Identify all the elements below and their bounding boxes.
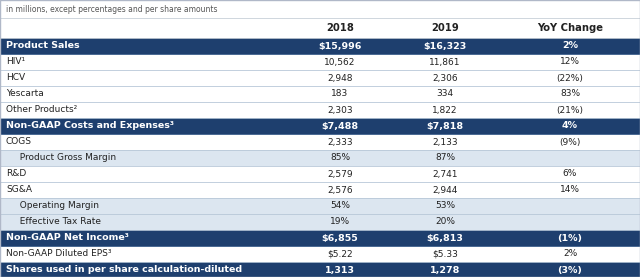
Text: 2%: 2%	[562, 42, 578, 50]
Text: 87%: 87%	[435, 153, 455, 163]
Text: $5.33: $5.33	[432, 250, 458, 258]
Text: 1,313: 1,313	[325, 265, 355, 275]
Text: 6%: 6%	[563, 170, 577, 178]
Text: $7,818: $7,818	[426, 122, 463, 130]
Text: 1,278: 1,278	[430, 265, 460, 275]
Text: 10,562: 10,562	[324, 58, 356, 66]
Text: 20%: 20%	[435, 217, 455, 227]
Text: SG&A: SG&A	[6, 186, 32, 194]
Text: 2018: 2018	[326, 23, 354, 33]
Text: YoY Change: YoY Change	[537, 23, 603, 33]
Bar	[0, 214, 640, 230]
Text: COGS: COGS	[6, 137, 32, 147]
Text: in millions, except percentages and per share amounts: in millions, except percentages and per …	[6, 4, 218, 14]
Text: 2%: 2%	[563, 250, 577, 258]
Text: (1%): (1%)	[557, 234, 582, 242]
Text: 2,948: 2,948	[327, 73, 353, 83]
Text: $5.22: $5.22	[327, 250, 353, 258]
Text: Operating Margin: Operating Margin	[14, 201, 99, 211]
Bar	[0, 86, 640, 102]
Text: Effective Tax Rate: Effective Tax Rate	[14, 217, 101, 227]
Bar	[0, 54, 640, 70]
Text: HCV: HCV	[6, 73, 25, 83]
Bar	[0, 182, 640, 198]
Text: Shares used in per share calculation-diluted: Shares used in per share calculation-dil…	[6, 265, 242, 275]
Text: $16,323: $16,323	[424, 42, 467, 50]
Text: 334: 334	[436, 89, 454, 99]
Text: Product Gross Margin: Product Gross Margin	[14, 153, 116, 163]
Text: Non-GAAP Diluted EPS³: Non-GAAP Diluted EPS³	[6, 250, 111, 258]
Text: 11,861: 11,861	[429, 58, 461, 66]
Text: (3%): (3%)	[557, 265, 582, 275]
Text: 2019: 2019	[431, 23, 459, 33]
Text: 12%: 12%	[560, 58, 580, 66]
Bar	[0, 70, 640, 86]
Text: Other Products²: Other Products²	[6, 106, 77, 114]
Text: 19%: 19%	[330, 217, 350, 227]
Text: Non-GAAP Net Income³: Non-GAAP Net Income³	[6, 234, 129, 242]
Text: 183: 183	[332, 89, 349, 99]
Text: 14%: 14%	[560, 186, 580, 194]
Text: 1,822: 1,822	[432, 106, 458, 114]
Bar	[0, 230, 640, 246]
Text: 53%: 53%	[435, 201, 455, 211]
Text: $6,813: $6,813	[427, 234, 463, 242]
Bar	[0, 246, 640, 262]
Text: 83%: 83%	[560, 89, 580, 99]
Bar	[0, 262, 640, 277]
Text: 2,306: 2,306	[432, 73, 458, 83]
Bar	[0, 118, 640, 134]
Text: HIV¹: HIV¹	[6, 58, 25, 66]
Text: 2,303: 2,303	[327, 106, 353, 114]
Text: (9%): (9%)	[559, 137, 580, 147]
Text: 2,133: 2,133	[432, 137, 458, 147]
Text: 2,579: 2,579	[327, 170, 353, 178]
Text: $6,855: $6,855	[322, 234, 358, 242]
Text: $7,488: $7,488	[321, 122, 358, 130]
Bar	[0, 166, 640, 182]
Text: 54%: 54%	[330, 201, 350, 211]
Bar	[0, 198, 640, 214]
Text: 2,741: 2,741	[432, 170, 458, 178]
Text: 2,333: 2,333	[327, 137, 353, 147]
Bar	[0, 134, 640, 150]
Bar	[0, 150, 640, 166]
Text: 85%: 85%	[330, 153, 350, 163]
Text: (21%): (21%)	[557, 106, 584, 114]
Text: Product Sales: Product Sales	[6, 42, 79, 50]
Text: Non-GAAP Costs and Expenses³: Non-GAAP Costs and Expenses³	[6, 122, 174, 130]
Text: 2,944: 2,944	[432, 186, 458, 194]
Text: 2,576: 2,576	[327, 186, 353, 194]
Text: (22%): (22%)	[557, 73, 584, 83]
Text: R&D: R&D	[6, 170, 26, 178]
Text: 4%: 4%	[562, 122, 578, 130]
Bar	[0, 102, 640, 118]
Bar	[0, 38, 640, 54]
Text: $15,996: $15,996	[318, 42, 362, 50]
Text: Yescarta: Yescarta	[6, 89, 44, 99]
